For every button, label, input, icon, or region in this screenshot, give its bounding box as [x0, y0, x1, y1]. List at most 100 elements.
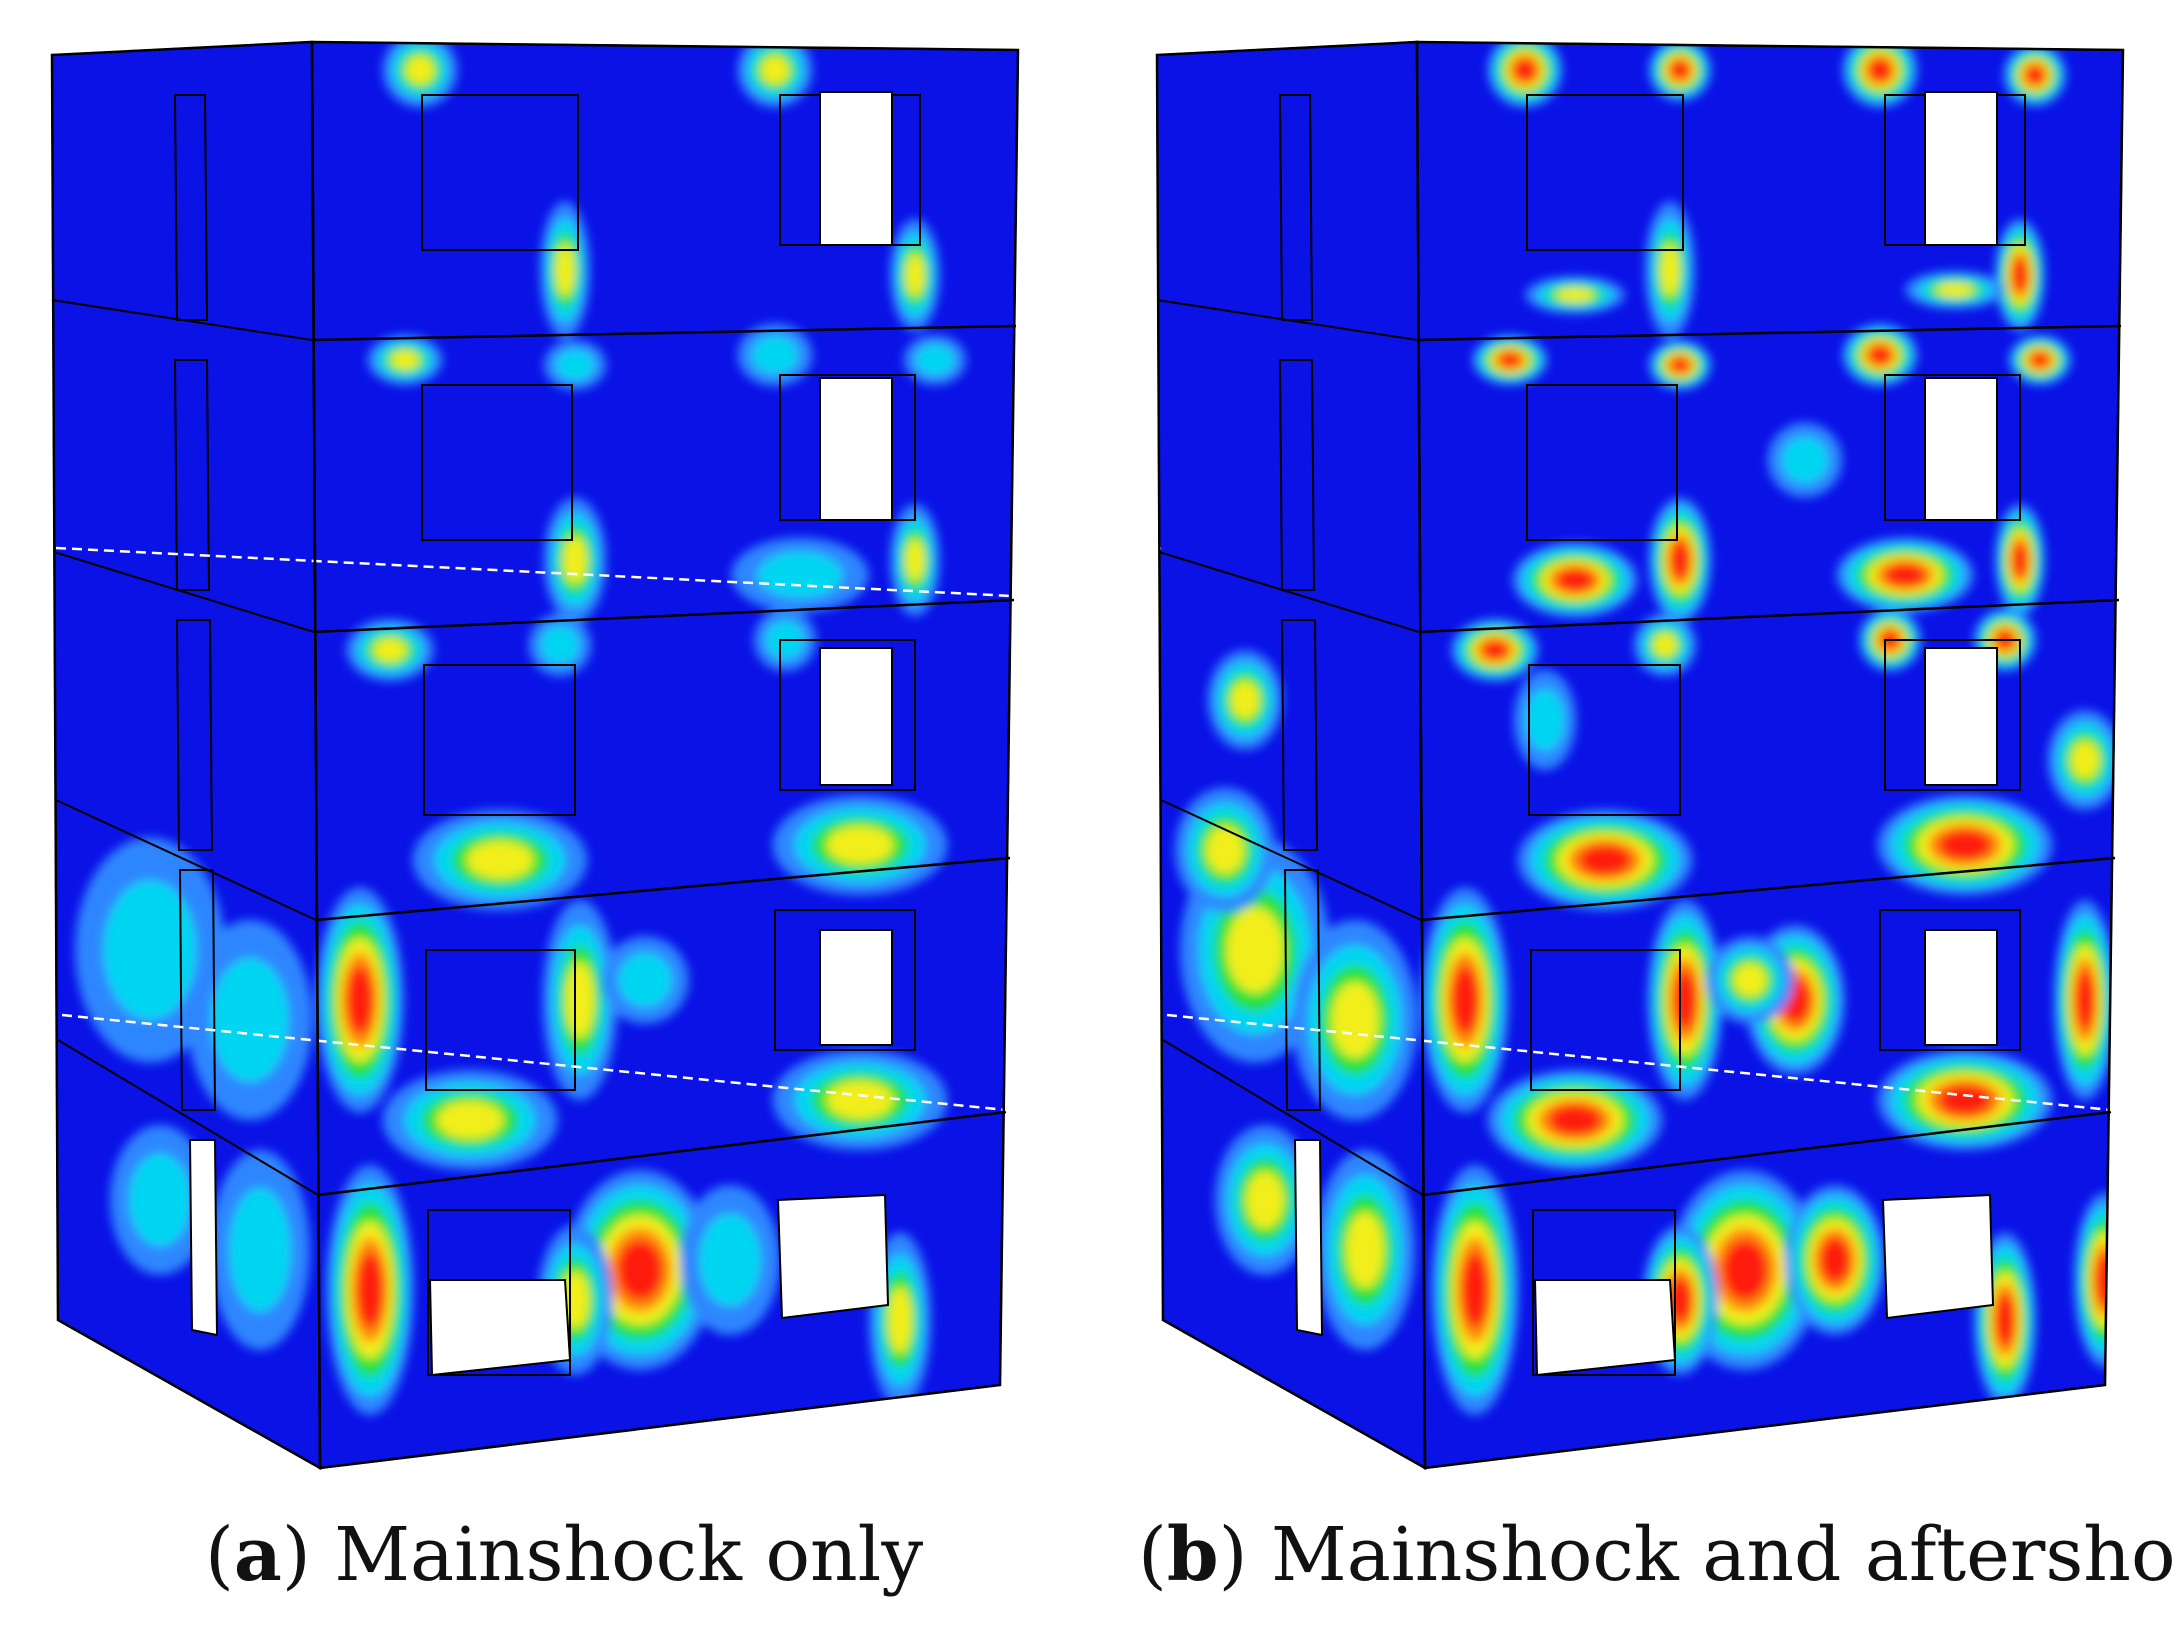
damage-blob	[1938, 830, 1992, 860]
damage-blob	[1995, 1293, 2015, 1347]
damage-blob	[1246, 1171, 1284, 1229]
opening-outline	[1278, 94, 1314, 321]
damage-blob	[565, 962, 595, 1038]
damage-blob	[1653, 633, 1677, 657]
floor-line	[55, 799, 317, 921]
damage-contours	[1175, 42, 2123, 1415]
damage-blob	[2075, 970, 2095, 1030]
caption-b-text: Mainshock and aftershock	[1271, 1512, 2176, 1598]
side-opening	[188, 1139, 219, 1337]
floor-line	[1156, 299, 1418, 341]
opening-outline	[173, 359, 211, 591]
damage-blob	[555, 243, 575, 297]
opening-outline	[1884, 639, 2021, 791]
opening-outline	[175, 619, 214, 851]
damage-blob	[1451, 966, 1479, 1034]
damage-blob	[1498, 352, 1522, 368]
floor-line	[51, 299, 313, 341]
damage-blob	[1461, 1252, 1489, 1328]
floor-line	[57, 1039, 319, 1196]
damage-blob	[1513, 58, 1537, 82]
damage-blob	[390, 350, 420, 370]
floor-line	[317, 1110, 1007, 1197]
damage-blob	[2012, 258, 2028, 292]
damage-blob	[1578, 845, 1632, 875]
opening-outline	[779, 639, 916, 791]
damage-blob	[2025, 65, 2045, 85]
damage-blob	[466, 841, 534, 879]
floor-line	[1158, 551, 1420, 633]
opening	[819, 647, 893, 786]
side-wall-outline	[50, 40, 322, 1471]
damage-blob	[1556, 287, 1594, 303]
damage-blob	[129, 1153, 191, 1247]
floor-line	[1418, 598, 2120, 634]
opening-outline	[1879, 909, 2021, 1051]
caption-a: (a) Mainshock only	[205, 1512, 924, 1598]
crack-line	[1166, 1013, 2112, 1112]
damage-blob	[905, 538, 925, 582]
opening	[819, 91, 893, 246]
damage-blob	[1884, 563, 1926, 587]
panel-a-building	[50, 40, 1020, 1471]
opening-outline	[1528, 664, 1681, 816]
damage-blob	[1936, 282, 1974, 298]
floor-line	[1160, 799, 1422, 921]
opening	[1924, 91, 1998, 246]
damage-blob	[405, 55, 435, 85]
opening-outline	[1280, 619, 1319, 851]
floor-line	[53, 551, 315, 633]
damage-blob	[1781, 436, 1829, 484]
opening-outline	[1884, 374, 2021, 521]
caption-a-text: Mainshock only	[334, 1512, 924, 1598]
damage-blob	[1670, 357, 1690, 373]
damage-blob	[555, 349, 595, 381]
caption-b-letter: b	[1166, 1512, 1219, 1598]
opening-outline	[1526, 384, 1678, 541]
opening-outline	[421, 94, 579, 251]
opening	[428, 1279, 572, 1377]
damage-blob	[1230, 681, 1260, 719]
damage-blob	[1481, 640, 1509, 660]
damage-blob	[1722, 1240, 1768, 1300]
damage-blob	[1331, 982, 1379, 1058]
damage-blob	[1938, 1085, 1992, 1115]
opening-outline	[1283, 869, 1322, 1111]
damage-blob	[1670, 541, 1690, 579]
damage-blob	[346, 966, 374, 1034]
damage-blob	[1673, 970, 1697, 1030]
damage-blob	[1670, 60, 1690, 80]
damage-blob	[1226, 907, 1284, 993]
opening-outline	[178, 869, 217, 1111]
caption-b: (b) Mainshock and aftershock	[1138, 1518, 2176, 1592]
opening-outline	[425, 949, 576, 1091]
side-wall-outline	[1155, 40, 1427, 1471]
opening-outline	[173, 94, 209, 321]
damage-blob	[356, 1252, 384, 1328]
damage-blob	[1525, 689, 1565, 751]
damage-blob	[211, 958, 289, 1082]
opening-outline	[1278, 359, 1316, 591]
opening	[819, 929, 893, 1046]
damage-blob	[1556, 568, 1594, 592]
damage-blob	[1868, 58, 1892, 82]
crack-line	[1011, 546, 1162, 598]
damage-blob	[1548, 1105, 1602, 1135]
floor-line	[315, 856, 1011, 922]
floor-line	[1162, 1039, 1424, 1196]
opening-outline	[1530, 949, 1681, 1091]
damage-blob	[1868, 345, 1892, 365]
damage-blob	[760, 55, 790, 85]
opening-outline	[774, 909, 916, 1051]
damage-blob	[1660, 243, 1680, 297]
damage-blob	[1733, 963, 1767, 997]
opening-outline	[421, 384, 573, 541]
damage-blob	[1206, 826, 1244, 874]
crack-line	[61, 1013, 1007, 1112]
floor-line	[311, 324, 1017, 342]
damage-blob	[2012, 543, 2028, 577]
floor-line	[313, 598, 1015, 634]
opening	[1881, 1193, 1995, 1320]
damage-blob	[888, 1286, 912, 1354]
